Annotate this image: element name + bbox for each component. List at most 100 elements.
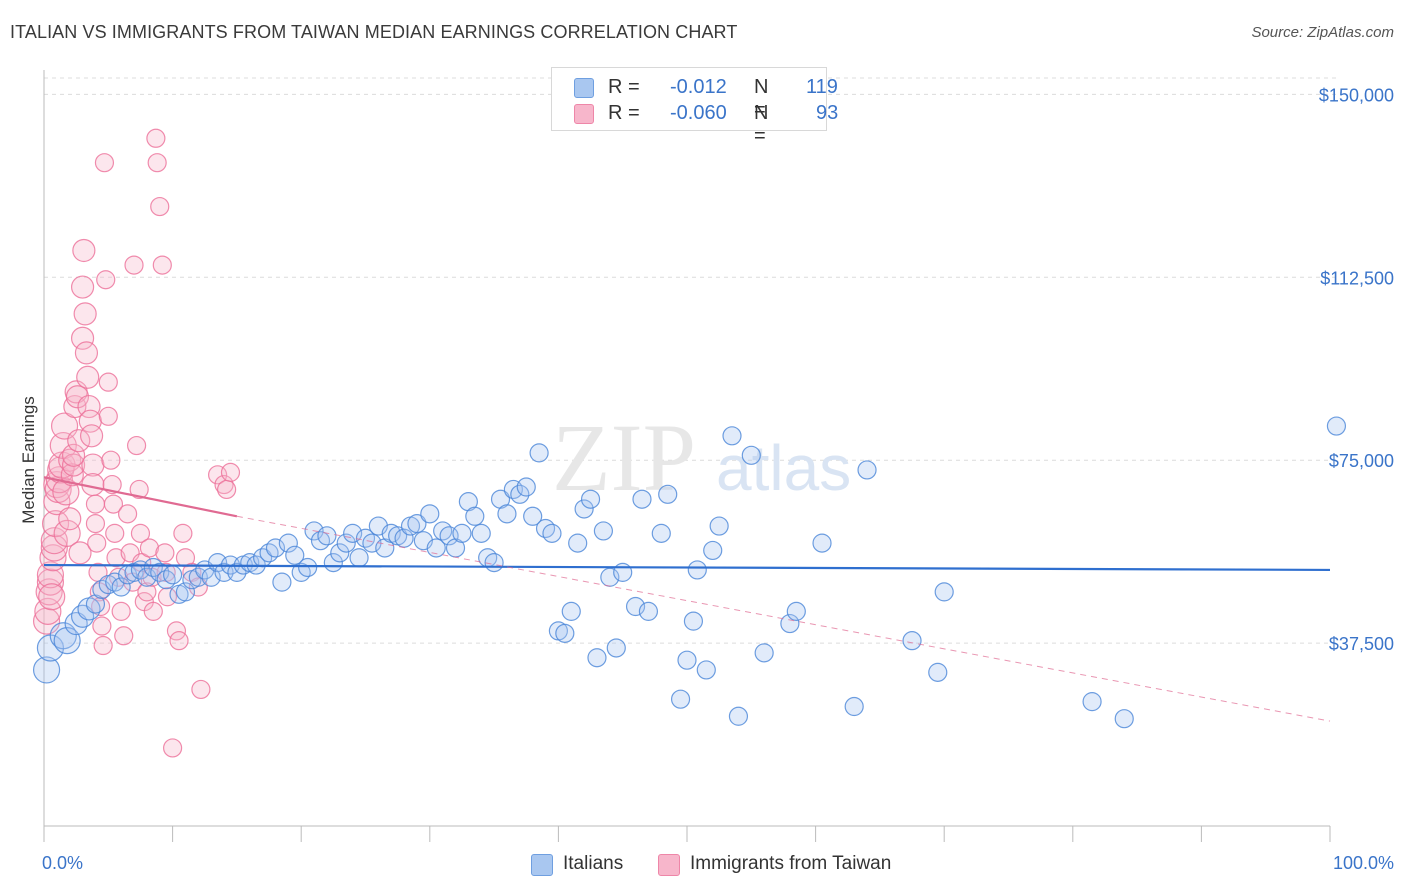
italian-point [272, 572, 292, 592]
taiwan-point [90, 596, 111, 617]
italian-point [497, 504, 517, 524]
taiwan-point [61, 453, 86, 477]
taiwan-point [217, 479, 237, 500]
italian-point [728, 706, 749, 726]
taiwan-point [61, 443, 86, 467]
taiwan-point [72, 238, 96, 263]
legend-r-label: R = [608, 76, 646, 98]
italian-point [613, 562, 633, 582]
italian-point [574, 499, 594, 519]
italian-point [484, 553, 504, 573]
italian-point [1082, 692, 1102, 712]
taiwan-point [79, 424, 104, 448]
italian-point [175, 582, 196, 602]
taiwan-point [68, 541, 92, 565]
watermark: ZIP atlas [552, 404, 851, 511]
italian-point [349, 548, 369, 568]
taiwan-point [70, 326, 95, 350]
legend-n-label: N = [754, 76, 769, 121]
italian-point [163, 565, 183, 585]
italian-point [1114, 709, 1134, 729]
legend-n-value: 119 [806, 76, 838, 98]
taiwan-point [101, 450, 121, 470]
italian-point [632, 489, 652, 509]
italian-point [317, 526, 337, 546]
italian-point [670, 689, 691, 709]
italian-point [561, 601, 581, 621]
taiwan-point [139, 538, 160, 558]
italian-point [786, 601, 806, 621]
italian-point [516, 477, 536, 497]
taiwan-point [111, 601, 131, 621]
taiwan-point [58, 507, 82, 531]
italian-point [741, 445, 761, 465]
legend-swatch-italians [574, 78, 594, 98]
watermark-zip: ZIP [552, 404, 696, 511]
italian-point [593, 521, 614, 541]
taiwan-point [41, 509, 70, 538]
italian-point [638, 601, 659, 621]
x-tick-labels: 0.0% 100.0% [42, 853, 1394, 873]
taiwan-point [36, 561, 65, 589]
source-label: Source: ZipAtlas.com [1251, 24, 1394, 41]
taiwan-point [96, 270, 116, 290]
italian-point [265, 538, 286, 558]
italian-point [555, 623, 575, 643]
taiwan-point [98, 372, 118, 392]
x-tick-label-max: 100.0% [1333, 853, 1394, 873]
italian-point [683, 611, 704, 631]
taiwan-point [65, 385, 90, 409]
legend-r-label: R = [608, 102, 646, 124]
italian-point [844, 696, 864, 717]
taiwan-point [114, 626, 134, 646]
taiwan-point [126, 435, 147, 456]
italian-point [580, 489, 601, 509]
taiwan-point [85, 513, 106, 534]
taiwan-point [157, 587, 178, 607]
legend-swatch-taiwan [574, 104, 594, 124]
italian-point [677, 650, 697, 670]
y-tick-labels: $37,500 $75,000 $112,500 $150,000 [1319, 85, 1394, 654]
italian-point [452, 523, 472, 543]
italian-point [330, 543, 350, 563]
y-tick-label: $75,000 [1329, 451, 1394, 471]
italian-point [696, 660, 716, 680]
correlation-legend: R = -0.012 N = 119 R = -0.060 N = 93 [551, 67, 838, 147]
italian-point [336, 533, 356, 553]
taiwan-point [93, 635, 113, 656]
italian-point [625, 596, 646, 617]
italians-trend-line [43, 563, 1331, 572]
italian-point [687, 560, 707, 580]
taiwan-point [152, 255, 172, 275]
legend-label-taiwan: Immigrants from Taiwan [690, 853, 892, 874]
taiwan-point [103, 494, 124, 514]
legend-label-italians: Italians [563, 853, 624, 874]
italian-point [227, 562, 247, 582]
y-tick-label: $150,000 [1319, 85, 1394, 105]
italian-point [278, 533, 298, 553]
italian-point [32, 656, 61, 684]
series-taiwan-points [32, 128, 241, 758]
taiwan-point [92, 616, 112, 636]
taiwan-point [36, 568, 65, 596]
taiwan-point [74, 341, 99, 365]
taiwan-point [147, 153, 167, 173]
taiwan-point [124, 255, 144, 275]
italian-point [542, 523, 562, 543]
legend-r-value: -0.060 [670, 102, 727, 124]
italian-point [658, 484, 678, 504]
italian-point [137, 567, 157, 587]
chart-title: ITALIAN VS IMMIGRANTS FROM TAIWAN MEDIAN… [10, 22, 738, 42]
taiwan-point [98, 406, 118, 426]
taiwan-point [155, 543, 175, 563]
italian-point [934, 582, 954, 602]
taiwan-point [191, 679, 211, 700]
x-tick-label-min: 0.0% [42, 853, 83, 873]
taiwan-point [188, 577, 208, 597]
italian-point [1326, 416, 1347, 436]
taiwan-point [146, 128, 166, 148]
y-tick-label: $37,500 [1329, 634, 1394, 654]
taiwan-point [73, 302, 97, 326]
italian-point [928, 662, 948, 682]
